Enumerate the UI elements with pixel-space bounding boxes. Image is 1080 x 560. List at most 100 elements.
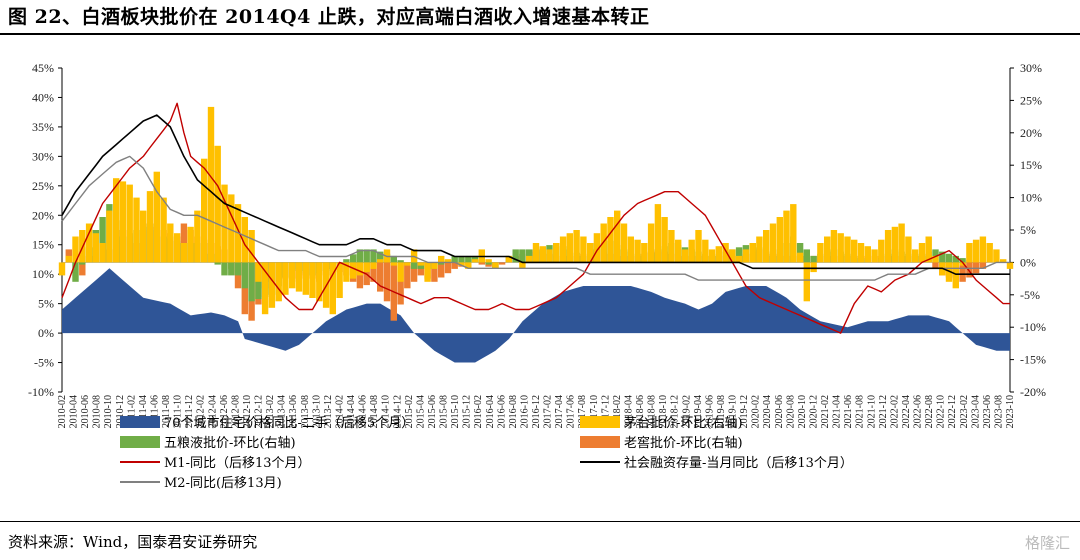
moutai-bar <box>614 210 621 263</box>
moutai-bar <box>526 255 533 263</box>
moutai-bar <box>160 197 167 263</box>
x-tick-label: 2014-12 <box>392 395 403 428</box>
x-tick-label: 2018-12 <box>670 395 681 428</box>
moutai-bar <box>539 246 546 263</box>
moutai-bar <box>587 243 594 263</box>
laojiao-bar <box>397 262 404 305</box>
x-tick-label: 2013-10 <box>311 395 322 428</box>
moutai-bar <box>593 233 601 263</box>
x-tick-label: 2010-02 <box>57 395 68 428</box>
left-tick-label: 5% <box>38 297 54 311</box>
x-tick-label: 2015-02 <box>404 395 415 428</box>
moutai-bar <box>830 230 838 263</box>
x-tick-label: 2016-04 <box>485 395 496 428</box>
moutai-bar <box>627 236 634 263</box>
moutai-bar <box>126 184 133 263</box>
moutai-bar <box>221 184 228 263</box>
moutai-bar <box>878 239 885 263</box>
moutai-bar <box>248 230 255 263</box>
moutai-bar <box>979 236 987 263</box>
x-tick-label: 2023-02 <box>959 395 970 428</box>
wuliangye-bar <box>458 255 465 263</box>
moutai-bar <box>607 217 614 263</box>
moutai-bar <box>444 259 452 263</box>
legend-swatch <box>580 436 620 448</box>
x-tick-label: 2016-10 <box>519 395 530 428</box>
x-tick-label: 2014-04 <box>346 395 357 428</box>
wuliangye-bar <box>356 249 364 263</box>
moutai-bar <box>573 230 580 263</box>
wuliangye-bar <box>234 262 242 276</box>
x-tick-label: 2020-04 <box>762 395 773 428</box>
watermark-logo: 格隆汇 <box>1024 534 1070 552</box>
x-tick-label: 2021-10 <box>866 395 877 428</box>
moutai-bar <box>675 239 682 263</box>
moutai-bar <box>898 223 905 263</box>
right-tick-label: 10% <box>1020 191 1042 205</box>
housing-price-area <box>62 268 1010 363</box>
x-tick-label: 2021-06 <box>843 395 854 428</box>
moutai-bar <box>918 243 926 263</box>
wuliangye-bar <box>214 262 221 265</box>
moutai-bar <box>972 239 980 263</box>
left-tick-label: 25% <box>32 179 54 193</box>
moutai-bar <box>810 262 817 273</box>
wuliangye-bar <box>370 249 377 263</box>
moutai-bar <box>180 243 188 263</box>
wuliangye-bar <box>72 262 79 282</box>
moutai-bar <box>214 145 221 263</box>
moutai-bar <box>329 262 336 315</box>
wuliangye-bar <box>241 262 248 289</box>
moutai-bar <box>620 223 628 263</box>
moutai-bar <box>566 233 573 263</box>
moutai-bar <box>492 262 499 269</box>
moutai-bar <box>370 262 377 269</box>
x-tick-label: 2012-10 <box>242 395 253 428</box>
wuliangye-bar <box>803 249 810 263</box>
moutai-bar <box>695 230 702 263</box>
moutai-bar <box>363 262 370 273</box>
moutai-bar <box>769 223 777 263</box>
legend-label: 老窖批价-环比(右轴) <box>624 435 743 451</box>
laojiao-bar <box>979 262 987 269</box>
x-tick-label: 2011-04 <box>138 395 149 428</box>
left-tick-label: -10% <box>28 385 54 399</box>
x-tick-label: 2012-08 <box>230 395 241 428</box>
x-tick-label: 2011-02 <box>126 395 137 428</box>
left-tick-label: 20% <box>32 208 54 222</box>
x-tick-label: 2011-10 <box>173 395 184 428</box>
laojiao-bar <box>79 262 86 276</box>
x-tick-label: 2013-02 <box>265 395 276 428</box>
right-tick-label: 30% <box>1020 61 1042 75</box>
x-tick-label: 2022-08 <box>924 395 935 428</box>
wuliangye-bar <box>228 262 235 276</box>
laojiao-bar <box>404 262 411 289</box>
right-tick-label: 25% <box>1020 93 1042 107</box>
x-tick-label: 2013-06 <box>288 395 299 428</box>
x-tick-label: 2020-02 <box>751 395 762 428</box>
x-tick-label: 2022-12 <box>947 395 958 428</box>
line-series-layer <box>61 102 1010 334</box>
legend-label: 茅台批价-环比(右轴) <box>624 416 743 431</box>
legend-swatch <box>120 436 160 448</box>
moutai-bar <box>749 243 756 263</box>
left-tick-label: 40% <box>32 90 54 104</box>
moutai-bar <box>857 243 865 263</box>
wuliangye-bar <box>410 262 418 269</box>
wuliangye-bar <box>343 259 350 263</box>
moutai-bar <box>167 223 174 263</box>
bar-series-layer <box>58 106 1014 321</box>
legend: 70个城市住宅价格同比-二手（后移5个月） 茅台批价-环比(右轴) 五粮液批价-环比… <box>120 415 853 491</box>
x-tick-label: 2022-02 <box>889 395 900 428</box>
legend-swatch <box>120 416 160 428</box>
moutai-bar <box>912 249 919 263</box>
wuliangye-bar <box>221 262 228 276</box>
x-tick-label: 2012-06 <box>219 395 230 428</box>
moutai-bar <box>532 243 540 263</box>
x-tick-label: 2011-08 <box>161 395 172 428</box>
legend-label: M2-同比(后移13月) <box>164 476 282 491</box>
wuliangye-bar <box>390 255 397 263</box>
left-tick-label: 30% <box>32 149 54 163</box>
moutai-bar <box>993 249 1000 263</box>
moutai-bar <box>634 239 641 263</box>
